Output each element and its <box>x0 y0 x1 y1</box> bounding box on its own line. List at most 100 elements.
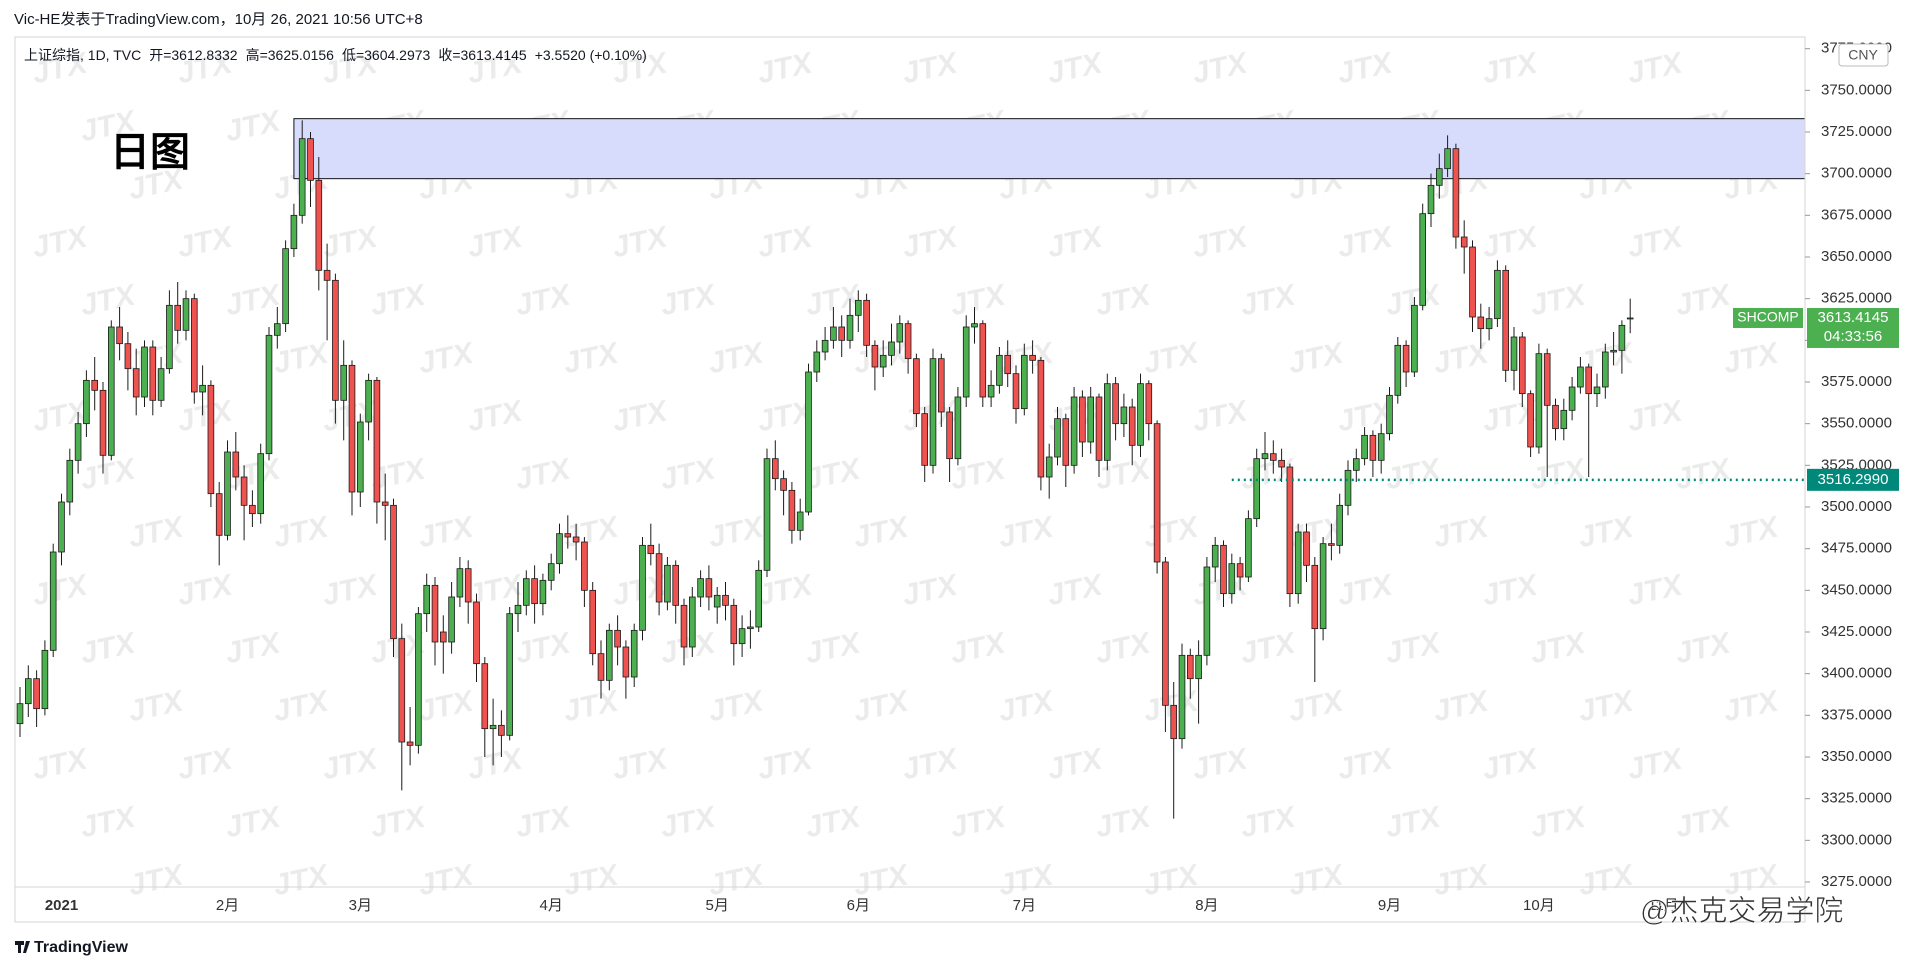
candle-body <box>1004 354 1011 375</box>
candle-body <box>606 629 613 681</box>
candle-body <box>962 326 970 398</box>
candle-body <box>381 501 389 506</box>
candle-body <box>1079 396 1086 443</box>
candle-body <box>99 389 107 456</box>
ohlc-value: 3612.8332 <box>171 47 237 63</box>
candle-body <box>58 501 65 553</box>
candle-body <box>24 678 32 705</box>
y-tick-label: 3425.0000 <box>1821 623 1892 640</box>
candle-body <box>547 563 555 581</box>
candle-body <box>182 298 190 331</box>
candle-body <box>1037 359 1045 478</box>
candle-body <box>564 533 572 538</box>
axes: 3275.0000 3300.0000 3325.0000 3350.0000 3375… <box>45 40 1899 914</box>
candle-body <box>1519 336 1526 395</box>
candle-body <box>423 584 430 615</box>
candle-body <box>1261 453 1269 460</box>
candle-body <box>1527 393 1534 448</box>
candle-body <box>904 323 912 360</box>
candle-body <box>406 741 414 746</box>
candle-body <box>456 568 464 598</box>
candle-body <box>1568 386 1576 411</box>
candle-body <box>1153 423 1161 563</box>
candle-body <box>290 214 298 250</box>
candle-body <box>1444 148 1451 170</box>
candle-body <box>929 358 937 466</box>
ohlc-value: 3613.4145 <box>461 47 527 63</box>
candle-body <box>74 423 82 461</box>
candle-body <box>108 326 115 456</box>
candle-body <box>772 458 779 480</box>
candle-body <box>1618 324 1626 351</box>
candle-body <box>149 346 157 401</box>
candle-body <box>1510 336 1518 371</box>
y-tick-label: 3500.0000 <box>1821 498 1892 515</box>
candle-body <box>979 323 987 398</box>
candle-body <box>1411 304 1418 373</box>
ohlc-value: 3625.0156 <box>268 47 334 63</box>
candle-body <box>838 326 845 341</box>
x-tick-label: 5月 <box>706 897 729 914</box>
ohlc-label: 低= <box>342 47 364 63</box>
candle-body <box>49 551 57 651</box>
candle-body <box>498 724 505 736</box>
candle-body <box>415 613 422 746</box>
candle-body <box>747 626 754 630</box>
line-price-badge <box>1807 468 1899 491</box>
candle-body <box>249 504 256 515</box>
candle-body <box>1303 531 1310 566</box>
candle-body <box>647 544 655 555</box>
candle-body <box>531 578 538 605</box>
candle-body <box>1203 566 1211 656</box>
y-tick-label: 3700.0000 <box>1821 165 1892 182</box>
y-tick-label: 3550.0000 <box>1821 415 1892 432</box>
candle-body <box>365 379 372 423</box>
candle-body <box>1294 531 1302 595</box>
candle-body <box>1626 317 1634 320</box>
candle-body <box>1087 396 1095 443</box>
candle-body <box>755 569 762 628</box>
last-price: 3613.4145 <box>1818 309 1889 326</box>
candle-body <box>1211 544 1219 568</box>
candle-body <box>1162 561 1169 706</box>
candle-body <box>199 384 206 393</box>
candle-body <box>1270 453 1277 461</box>
candle-body <box>1452 148 1460 238</box>
candle-body <box>265 334 273 455</box>
candle-body <box>506 613 513 736</box>
candle-body <box>1460 236 1468 248</box>
candle-body <box>1195 654 1202 680</box>
candle-body <box>215 493 223 536</box>
candle-body <box>257 453 264 515</box>
candle-body <box>879 354 887 368</box>
candle-body <box>1112 383 1119 425</box>
ticker-badge <box>1733 307 1803 328</box>
candle-body <box>224 451 231 536</box>
candle-body <box>846 314 854 341</box>
candle-body <box>1311 564 1319 630</box>
y-tick-label: 3325.0000 <box>1821 790 1892 807</box>
logo-icon <box>15 941 30 953</box>
last-price-badge <box>1807 307 1899 348</box>
candle-body <box>157 368 165 401</box>
candle-body <box>1610 349 1617 353</box>
candle-body <box>680 604 688 648</box>
candle-body <box>1328 543 1335 546</box>
candle-body <box>788 489 796 531</box>
candle-body <box>971 323 978 328</box>
candle-body <box>1170 704 1178 740</box>
candle-body <box>33 678 40 710</box>
candle-body <box>448 596 455 643</box>
candle-body <box>91 379 99 391</box>
ohlc-value: 3604.2973 <box>364 47 430 63</box>
candle-body <box>1502 269 1510 371</box>
candle-body <box>464 568 472 603</box>
candle-body <box>863 299 870 346</box>
candle-body <box>697 578 704 598</box>
candle-body <box>398 638 406 743</box>
candle-body <box>240 476 248 506</box>
x-tick-label: 6月 <box>847 897 870 914</box>
candle-body <box>1336 504 1344 546</box>
candle-body <box>1394 344 1402 396</box>
y-tick-label: 3675.0000 <box>1821 206 1892 223</box>
